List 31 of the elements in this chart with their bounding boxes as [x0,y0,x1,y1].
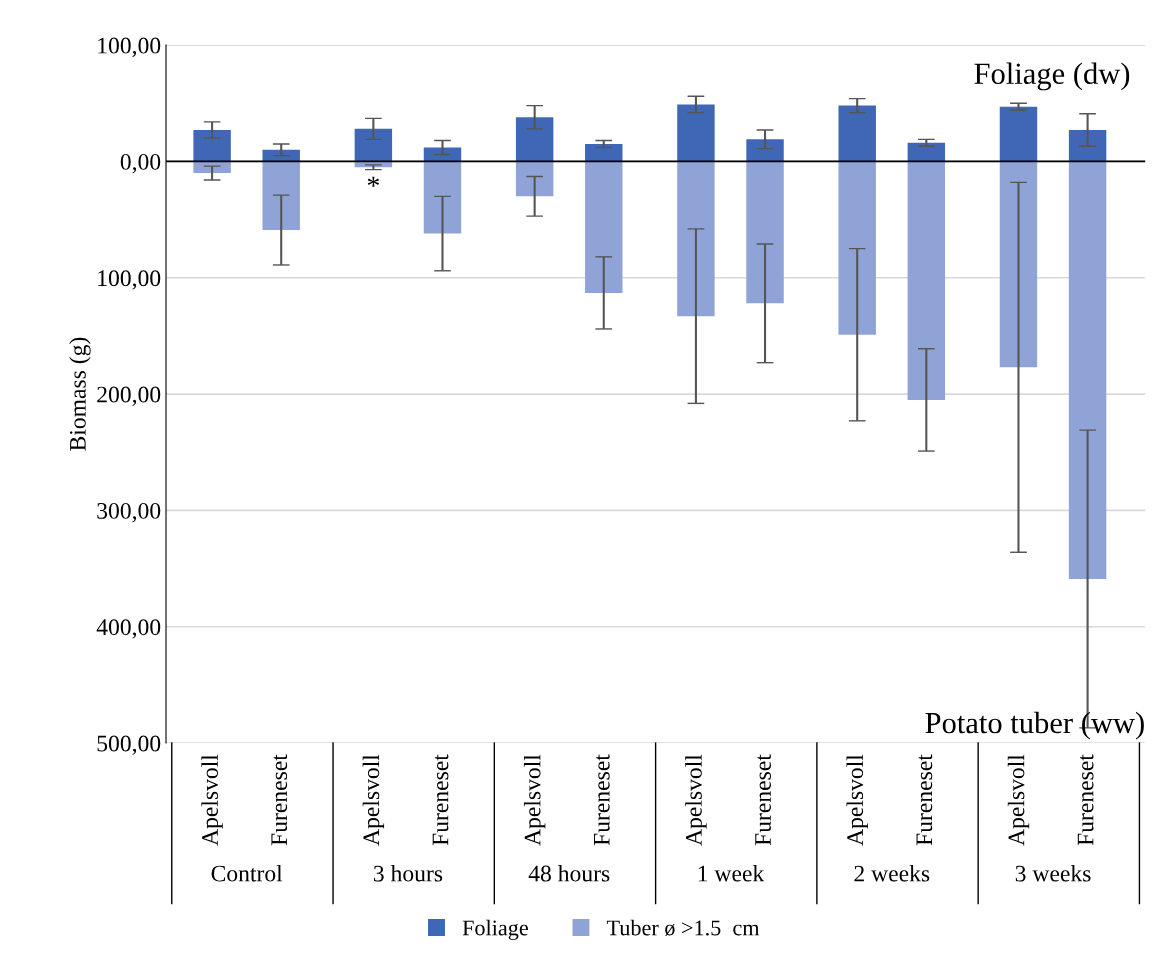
y-tick-label: 100,00 [98,37,161,57]
text: 3 weeks [1015,864,1091,882]
text: 48 hours [528,864,610,882]
text: Control [211,864,283,882]
annotation: Potato tuber (ww) [925,711,1144,740]
x-tick-label: Apelsvoll [1007,754,1030,846]
y-tick-label: 500,00 [97,735,161,755]
y-axis-title: Biomass (g) [69,337,91,451]
x-tick-label: Fureneset [271,754,288,846]
x-tick-label: Apelsvoll [362,754,385,846]
x-tick-label: Apelsvoll [846,754,868,846]
x-tick-label: Apelsvoll [685,754,707,846]
x-tick-label: Fureneset [1077,754,1094,846]
text: 3 hours [373,864,443,882]
legend-label: Foliage [462,919,528,940]
x-tick-label: Fureneset [916,754,933,846]
text: 2 weeks [854,864,930,882]
y-tick-label: 200,00 [97,386,161,406]
annotation: * [367,176,379,187]
text: 1 week [698,864,765,882]
legend-label: Tuber ø >1.5 cm [606,919,760,937]
y-tick-label: 300,00 [97,502,161,523]
annotation: Foliage (dw) [974,62,1130,91]
x-tick-label: Fureneset [755,754,771,846]
y-tick-label: 0,00 [120,153,161,174]
y-tick-label: 400,00 [96,619,161,639]
x-tick-label: Fureneset [593,754,610,846]
x-tick-label: Apelsvoll [523,754,546,846]
y-tick-label: 100,00 [98,270,161,290]
x-tick-label: Apelsvoll [201,754,223,846]
x-tick-label: Fureneset [432,754,449,846]
